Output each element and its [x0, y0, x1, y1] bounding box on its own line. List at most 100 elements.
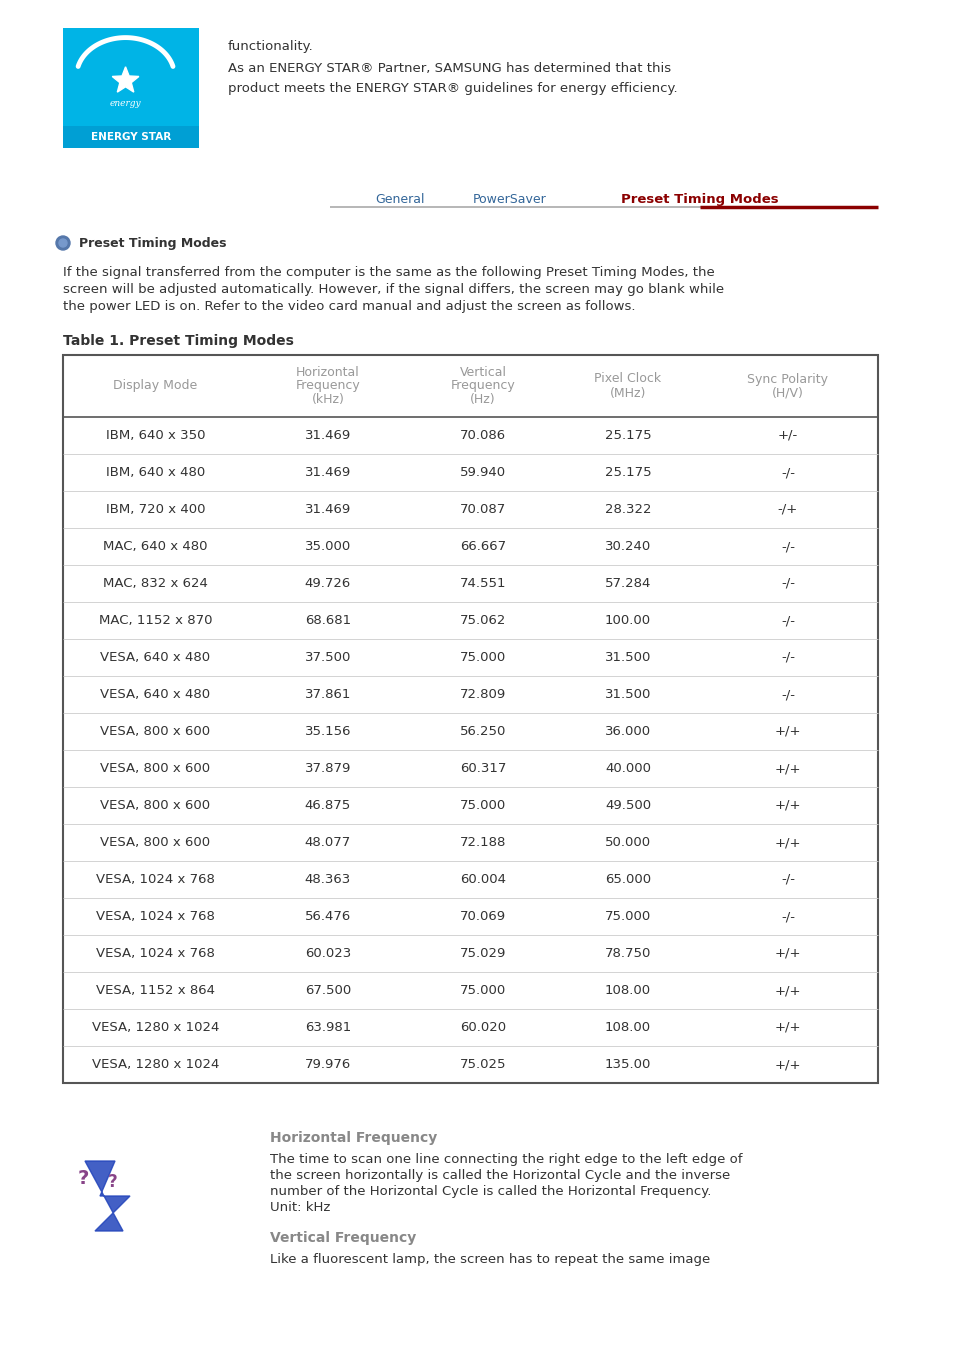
Text: VESA, 1024 x 768: VESA, 1024 x 768 [96, 873, 214, 886]
Text: 40.000: 40.000 [604, 762, 650, 775]
Text: IBM, 720 x 400: IBM, 720 x 400 [106, 503, 205, 516]
Text: 35.000: 35.000 [305, 540, 351, 553]
Text: +/+: +/+ [774, 984, 801, 997]
Text: 25.175: 25.175 [604, 430, 651, 442]
Polygon shape [112, 66, 139, 92]
Text: 63.981: 63.981 [305, 1021, 351, 1034]
Text: 108.00: 108.00 [604, 1021, 650, 1034]
Text: Frequency: Frequency [450, 380, 515, 393]
Text: VESA, 800 x 600: VESA, 800 x 600 [100, 762, 211, 775]
Text: 60.317: 60.317 [459, 762, 506, 775]
Text: 37.500: 37.500 [305, 651, 351, 663]
Text: General: General [375, 193, 424, 205]
Text: If the signal transferred from the computer is the same as the following Preset : If the signal transferred from the compu… [63, 266, 714, 280]
Text: number of the Horizontal Cycle is called the Horizontal Frequency.: number of the Horizontal Cycle is called… [270, 1185, 711, 1198]
Text: 66.667: 66.667 [459, 540, 505, 553]
Circle shape [56, 236, 70, 250]
Text: -/-: -/- [781, 613, 794, 627]
Text: +/+: +/+ [774, 725, 801, 738]
Text: Horizontal Frequency: Horizontal Frequency [270, 1131, 436, 1146]
Text: 75.000: 75.000 [459, 651, 506, 663]
Text: -/-: -/- [781, 577, 794, 590]
Text: 72.188: 72.188 [459, 836, 506, 848]
Text: +/+: +/+ [774, 762, 801, 775]
Text: product meets the ENERGY STAR® guidelines for energy efficiency.: product meets the ENERGY STAR® guideline… [228, 82, 677, 95]
Text: VESA, 800 x 600: VESA, 800 x 600 [100, 836, 211, 848]
Text: 49.500: 49.500 [604, 798, 650, 812]
Text: (kHz): (kHz) [312, 393, 344, 407]
Polygon shape [85, 1161, 130, 1231]
Text: VESA, 1024 x 768: VESA, 1024 x 768 [96, 947, 214, 961]
Text: (H/V): (H/V) [771, 386, 803, 400]
Text: 75.025: 75.025 [459, 1058, 506, 1071]
Text: 49.726: 49.726 [305, 577, 351, 590]
Text: VESA, 640 x 480: VESA, 640 x 480 [100, 688, 211, 701]
Text: 60.023: 60.023 [305, 947, 351, 961]
Text: 75.029: 75.029 [459, 947, 506, 961]
Text: Table 1. Preset Timing Modes: Table 1. Preset Timing Modes [63, 334, 294, 349]
Text: (MHz): (MHz) [609, 386, 645, 400]
Text: 31.469: 31.469 [305, 430, 351, 442]
Text: 67.500: 67.500 [305, 984, 351, 997]
Text: IBM, 640 x 350: IBM, 640 x 350 [106, 430, 205, 442]
Text: ?: ? [108, 1173, 118, 1192]
Text: -/-: -/- [781, 651, 794, 663]
Text: 25.175: 25.175 [604, 466, 651, 480]
Text: +/+: +/+ [774, 1058, 801, 1071]
Text: 74.551: 74.551 [459, 577, 506, 590]
Text: -/+: -/+ [777, 503, 798, 516]
Text: -/-: -/- [781, 911, 794, 923]
Text: 37.879: 37.879 [305, 762, 351, 775]
Text: 57.284: 57.284 [604, 577, 651, 590]
Text: 72.809: 72.809 [459, 688, 506, 701]
Bar [63, 355, 877, 1084]
Text: 70.086: 70.086 [459, 430, 505, 442]
Text: Vertical Frequency: Vertical Frequency [270, 1231, 416, 1246]
Text: +/+: +/+ [774, 947, 801, 961]
Text: 35.156: 35.156 [304, 725, 351, 738]
Text: -/-: -/- [781, 540, 794, 553]
Text: -/-: -/- [781, 873, 794, 886]
Text: +/+: +/+ [774, 1021, 801, 1034]
Text: 31.500: 31.500 [604, 651, 651, 663]
Text: 56.476: 56.476 [305, 911, 351, 923]
Text: 79.976: 79.976 [305, 1058, 351, 1071]
Text: 59.940: 59.940 [459, 466, 505, 480]
Text: 75.000: 75.000 [459, 798, 506, 812]
Text: 31.500: 31.500 [604, 688, 651, 701]
Text: Sync Polarity: Sync Polarity [747, 373, 827, 385]
Text: -/-: -/- [781, 466, 794, 480]
Text: VESA, 1024 x 768: VESA, 1024 x 768 [96, 911, 214, 923]
Text: (Hz): (Hz) [470, 393, 496, 407]
Text: 68.681: 68.681 [305, 613, 351, 627]
Text: Frequency: Frequency [295, 380, 360, 393]
Text: As an ENERGY STAR® Partner, SAMSUNG has determined that this: As an ENERGY STAR® Partner, SAMSUNG has … [228, 62, 670, 76]
Text: +/+: +/+ [774, 798, 801, 812]
Text: screen will be adjusted automatically. However, if the signal differs, the scree: screen will be adjusted automatically. H… [63, 282, 723, 296]
Text: 65.000: 65.000 [604, 873, 650, 886]
Text: -/-: -/- [781, 688, 794, 701]
Text: MAC, 832 x 624: MAC, 832 x 624 [103, 577, 208, 590]
Text: energy: energy [110, 99, 141, 108]
Text: 135.00: 135.00 [604, 1058, 651, 1071]
Circle shape [59, 239, 67, 247]
Text: MAC, 1152 x 870: MAC, 1152 x 870 [99, 613, 212, 627]
Text: 60.020: 60.020 [459, 1021, 505, 1034]
Text: 60.004: 60.004 [459, 873, 505, 886]
Text: Pixel Clock: Pixel Clock [594, 373, 660, 385]
Text: Unit: kHz: Unit: kHz [270, 1201, 330, 1215]
Text: The time to scan one line connecting the right edge to the left edge of: The time to scan one line connecting the… [270, 1152, 741, 1166]
Text: 28.322: 28.322 [604, 503, 651, 516]
Text: 56.250: 56.250 [459, 725, 506, 738]
Text: 31.469: 31.469 [305, 466, 351, 480]
Text: +/-: +/- [777, 430, 798, 442]
Text: Preset Timing Modes: Preset Timing Modes [620, 193, 778, 205]
Text: ENERGY STAR: ENERGY STAR [91, 132, 171, 142]
Text: 75.062: 75.062 [459, 613, 506, 627]
Text: PowerSaver: PowerSaver [473, 193, 546, 205]
Text: 30.240: 30.240 [604, 540, 651, 553]
Text: +/+: +/+ [774, 836, 801, 848]
Text: the screen horizontally is called the Horizontal Cycle and the inverse: the screen horizontally is called the Ho… [270, 1169, 729, 1182]
Text: functionality.: functionality. [228, 41, 314, 53]
Text: MAC, 640 x 480: MAC, 640 x 480 [103, 540, 208, 553]
